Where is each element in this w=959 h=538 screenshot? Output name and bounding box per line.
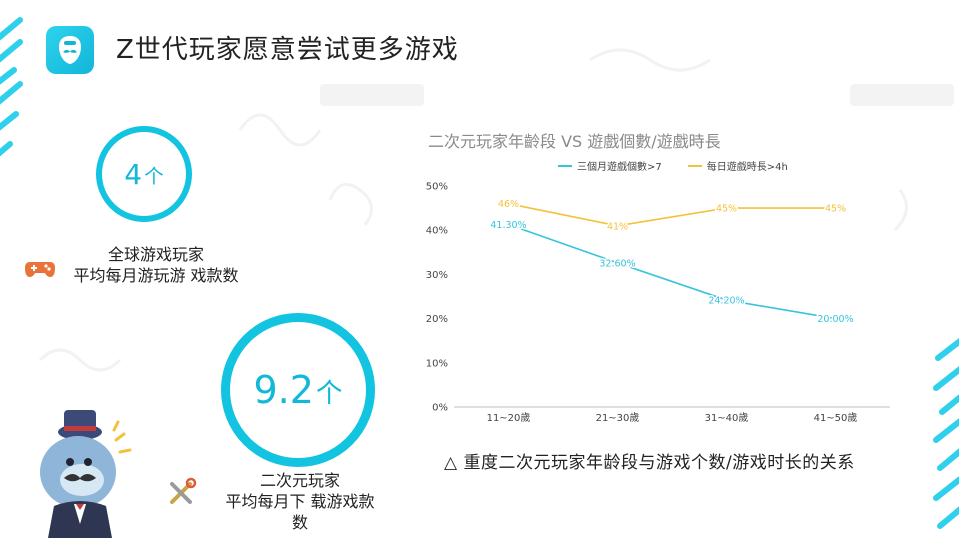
y-tick-label: 0%: [432, 403, 448, 414]
app-logo-icon: [46, 26, 94, 74]
mascot-icon: [40, 410, 132, 538]
page-title: Z世代玩家愿意尝试更多游戏: [116, 35, 459, 65]
data-point: [506, 202, 511, 206]
data-label: 20.00%: [817, 314, 853, 325]
y-tick-label: 30%: [426, 270, 448, 281]
data-point: [833, 206, 838, 210]
stat-label-global: 全球游戏玩家 平均每月游玩游 戏款数: [56, 244, 256, 286]
tools-icon: [170, 477, 197, 504]
data-point: [615, 261, 620, 265]
series-line-1: [508, 223, 836, 320]
data-label: 41.30%: [490, 220, 526, 231]
data-point: [615, 224, 620, 228]
data-point: [724, 206, 729, 210]
data-label: 45%: [825, 204, 846, 215]
legend-label: 三個月遊戲個數>7: [577, 162, 662, 173]
data-point: [833, 317, 838, 321]
data-label: 46%: [498, 199, 519, 210]
legend-swatch: [558, 164, 572, 167]
data-label: 41%: [607, 221, 628, 232]
chart-caption: △ 重度二次元玩家年龄段与游戏个数/游戏时长的关系: [444, 453, 855, 473]
stat-unit: 个: [315, 377, 343, 409]
data-label: 45%: [716, 204, 737, 215]
legend-label: 每日遊戲時長>4h: [706, 162, 788, 173]
data-point: [506, 222, 511, 227]
stat-label-line: 数: [291, 513, 308, 532]
right-stripe-decoration: [933, 338, 959, 529]
x-tick-label: 21~30歲: [596, 411, 640, 424]
stat-value: 9.2: [253, 368, 314, 412]
chart-legend: 三個月遊戲個數>7 每日遊戲時長>4h: [558, 158, 788, 173]
stat-circle-acg: 9.2 个: [221, 313, 375, 467]
legend-item-series2: 每日遊戲時長>4h: [687, 158, 788, 173]
y-tick-label: 10%: [426, 358, 448, 369]
stat-value: 4: [124, 157, 143, 191]
stat-label-line: 全球游戏玩家: [107, 245, 204, 264]
data-label: 24.20%: [708, 296, 744, 307]
y-tick-label: 50%: [426, 182, 448, 193]
chart-title: 二次元玩家年齡段 VS 遊戲個數/遊戲時長: [428, 132, 721, 151]
stat-label-acg: 二次元玩家 平均每月下 载游戏款 数: [210, 470, 390, 533]
stat-label-line: 平均每月下 载游戏款: [225, 492, 375, 511]
x-tick-label: 31~40歲: [705, 411, 749, 424]
x-tick-label: 11~20歲: [487, 411, 531, 424]
stat-label-line: 平均每月游玩游 戏款数: [73, 266, 239, 285]
series-line-2: [508, 202, 836, 227]
stat-label-line: 二次元玩家: [259, 471, 340, 490]
y-tick-label: 20%: [426, 314, 448, 325]
x-tick-label: 41~50歲: [814, 411, 858, 424]
legend-swatch: [687, 164, 702, 167]
gamepad-icon: [25, 262, 55, 277]
stat-unit: 个: [144, 164, 164, 188]
data-label: 32.60%: [599, 258, 635, 269]
legend-item-series1: 三個月遊戲個數>7: [558, 158, 662, 173]
left-stripe-decoration: [0, 17, 23, 157]
y-tick-label: 40%: [426, 226, 448, 237]
data-point: [724, 298, 729, 302]
